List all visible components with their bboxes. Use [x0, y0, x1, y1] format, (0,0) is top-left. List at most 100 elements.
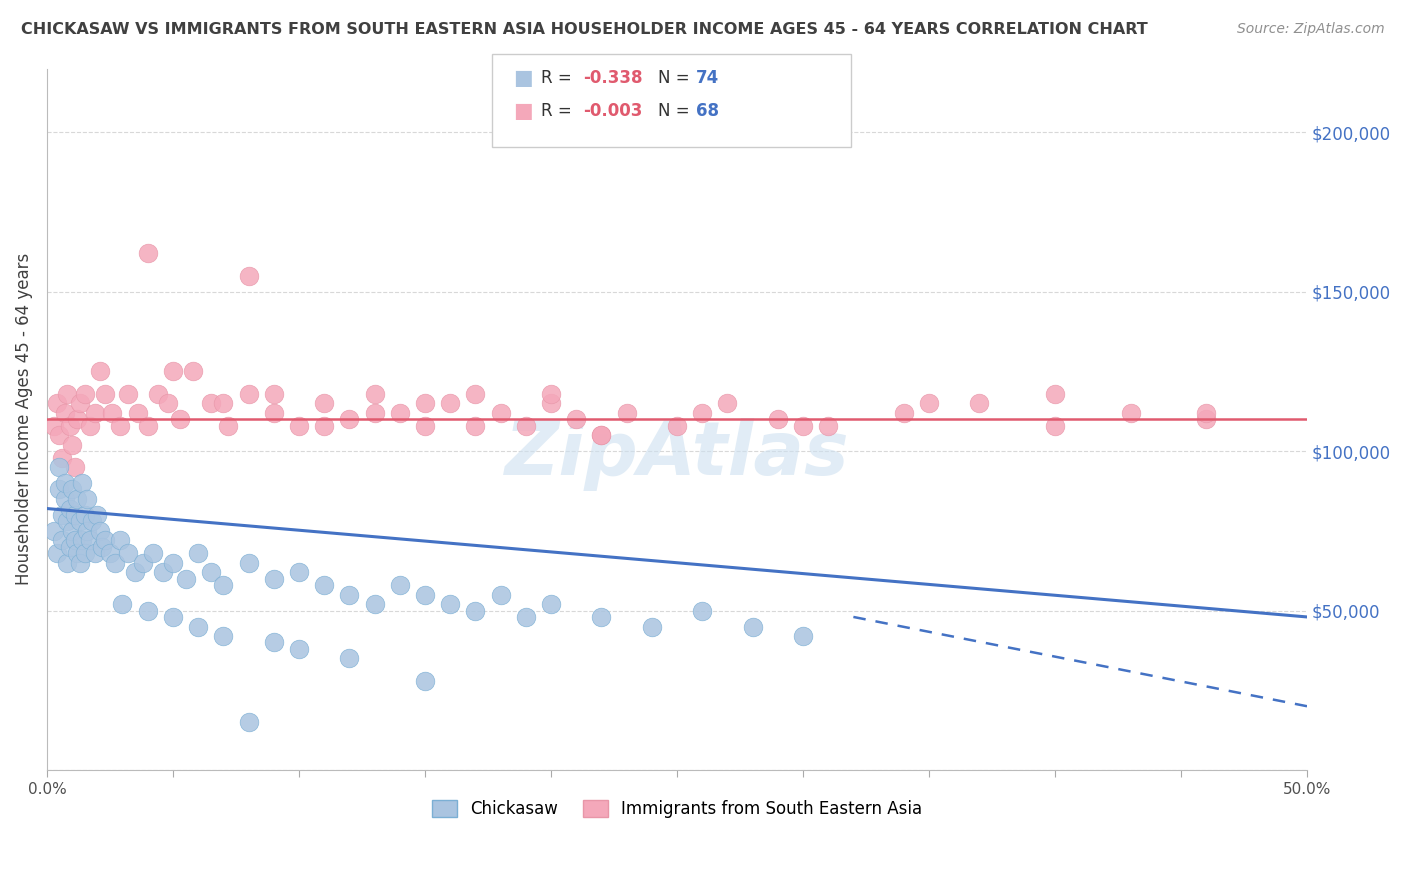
Point	[79, 533, 101, 548]
Point	[89, 524, 111, 538]
Point	[363, 386, 385, 401]
Point	[46, 396, 69, 410]
Point	[238, 268, 260, 283]
Point	[314, 578, 336, 592]
Point	[66, 412, 89, 426]
Point	[439, 396, 461, 410]
Point	[60, 483, 83, 497]
Point	[82, 514, 104, 528]
Point	[124, 566, 146, 580]
Point	[616, 406, 638, 420]
Text: CHICKASAW VS IMMIGRANTS FROM SOUTH EASTERN ASIA HOUSEHOLDER INCOME AGES 45 - 64 : CHICKASAW VS IMMIGRANTS FROM SOUTH EASTE…	[21, 22, 1147, 37]
Point	[86, 508, 108, 522]
Point	[337, 651, 360, 665]
Point	[58, 540, 80, 554]
Text: -0.003: -0.003	[583, 103, 643, 120]
Point	[766, 412, 789, 426]
Y-axis label: Householder Income Ages 45 - 64 years: Householder Income Ages 45 - 64 years	[15, 253, 32, 585]
Point	[212, 629, 235, 643]
Text: 68: 68	[696, 103, 718, 120]
Point	[66, 491, 89, 506]
Point	[131, 556, 153, 570]
Point	[111, 597, 134, 611]
Point	[1195, 406, 1218, 420]
Point	[63, 508, 86, 522]
Point	[212, 396, 235, 410]
Point	[76, 524, 98, 538]
Point	[238, 715, 260, 730]
Point	[716, 396, 738, 410]
Point	[288, 641, 311, 656]
Point	[48, 460, 70, 475]
Text: ■: ■	[513, 68, 533, 87]
Text: R =: R =	[541, 103, 578, 120]
Point	[238, 386, 260, 401]
Point	[817, 418, 839, 433]
Point	[162, 364, 184, 378]
Point	[439, 597, 461, 611]
Point	[98, 546, 121, 560]
Point	[76, 491, 98, 506]
Point	[70, 533, 93, 548]
Point	[212, 578, 235, 592]
Point	[169, 412, 191, 426]
Point	[142, 546, 165, 560]
Point	[969, 396, 991, 410]
Point	[44, 524, 66, 538]
Point	[337, 412, 360, 426]
Point	[690, 603, 713, 617]
Point	[540, 597, 562, 611]
Text: N =: N =	[658, 69, 695, 87]
Point	[56, 514, 79, 528]
Point	[413, 673, 436, 688]
Point	[665, 418, 688, 433]
Point	[413, 396, 436, 410]
Point	[641, 619, 664, 633]
Point	[918, 396, 941, 410]
Point	[591, 610, 613, 624]
Point	[792, 629, 814, 643]
Point	[388, 406, 411, 420]
Point	[53, 406, 76, 420]
Text: ■: ■	[513, 102, 533, 121]
Point	[146, 386, 169, 401]
Point	[238, 556, 260, 570]
Point	[263, 406, 285, 420]
Point	[200, 566, 222, 580]
Point	[413, 418, 436, 433]
Point	[181, 364, 204, 378]
Point	[288, 566, 311, 580]
Point	[263, 572, 285, 586]
Point	[591, 428, 613, 442]
Point	[540, 386, 562, 401]
Point	[94, 533, 117, 548]
Point	[388, 578, 411, 592]
Point	[363, 597, 385, 611]
Text: R =: R =	[541, 69, 578, 87]
Point	[56, 386, 79, 401]
Point	[200, 396, 222, 410]
Legend: Chickasaw, Immigrants from South Eastern Asia: Chickasaw, Immigrants from South Eastern…	[425, 793, 929, 825]
Point	[70, 476, 93, 491]
Point	[1119, 406, 1142, 420]
Point	[565, 412, 588, 426]
Point	[63, 460, 86, 475]
Point	[89, 364, 111, 378]
Point	[174, 572, 197, 586]
Point	[489, 588, 512, 602]
Point	[79, 418, 101, 433]
Point	[53, 476, 76, 491]
Point	[51, 533, 73, 548]
Point	[48, 428, 70, 442]
Point	[69, 396, 91, 410]
Point	[56, 556, 79, 570]
Point	[152, 566, 174, 580]
Point	[46, 546, 69, 560]
Point	[53, 491, 76, 506]
Point	[51, 450, 73, 465]
Point	[162, 556, 184, 570]
Point	[108, 418, 131, 433]
Point	[1195, 412, 1218, 426]
Point	[104, 556, 127, 570]
Point	[58, 418, 80, 433]
